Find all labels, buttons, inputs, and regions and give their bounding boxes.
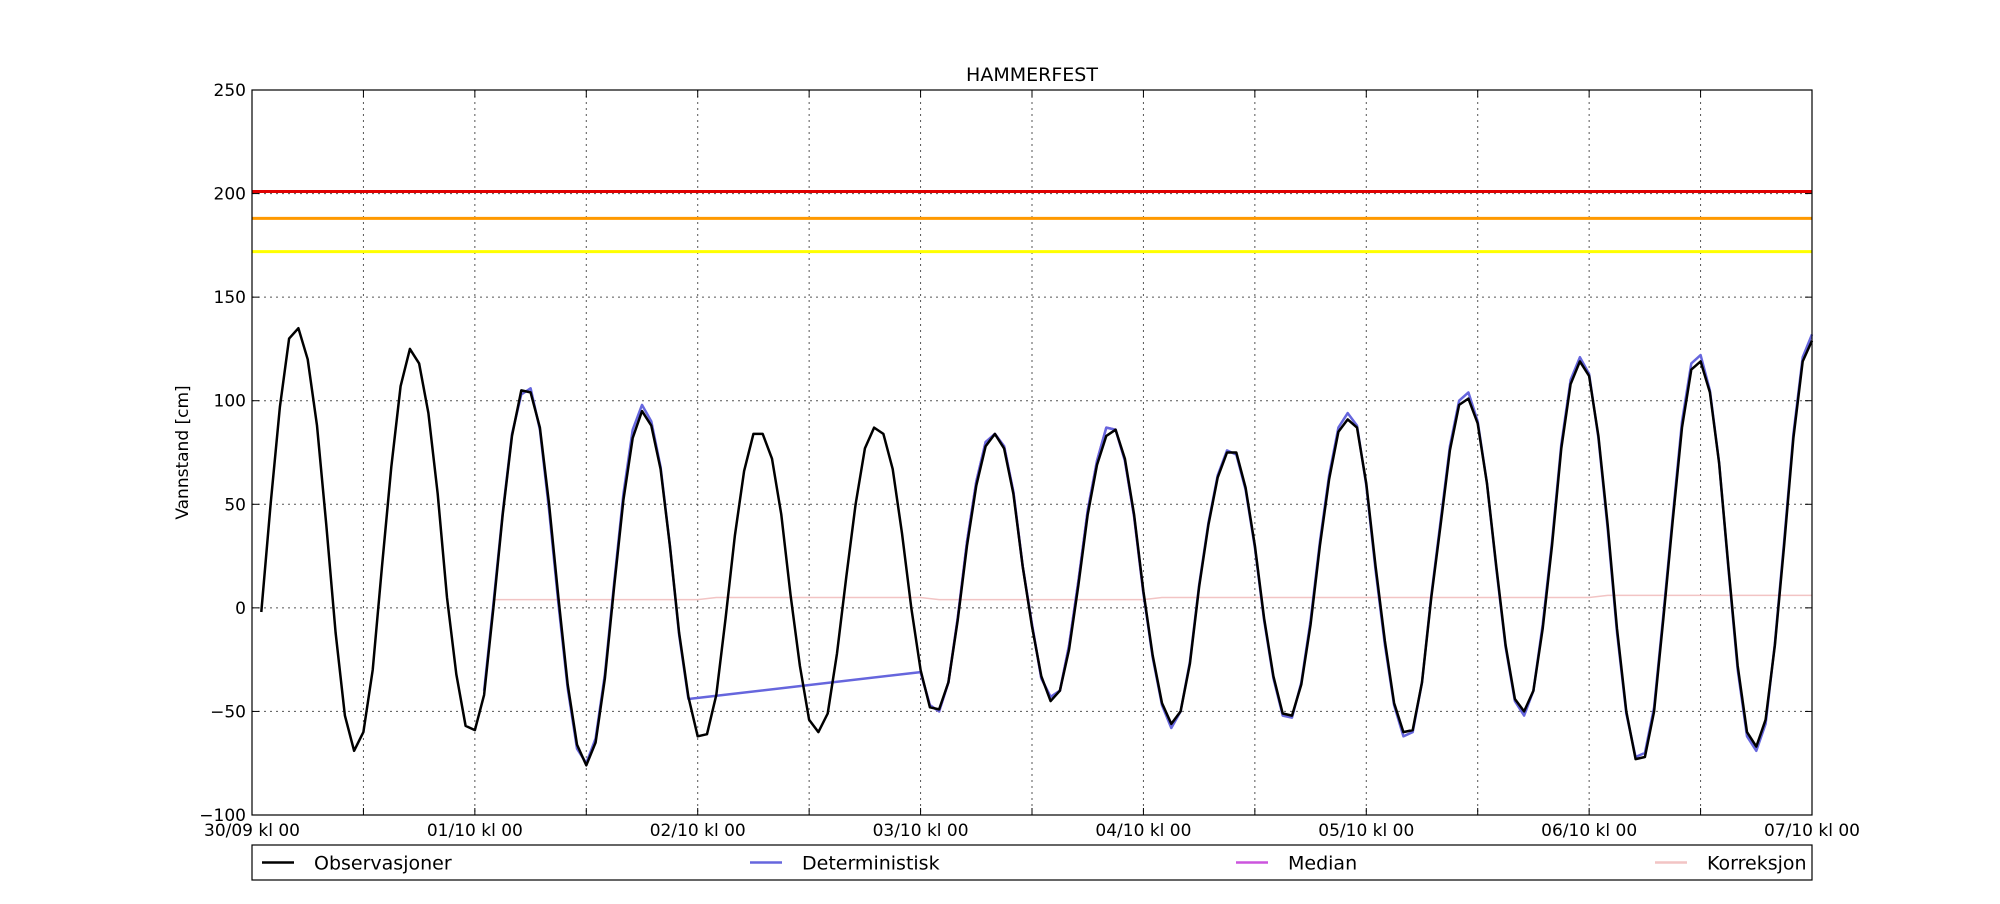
chart-title: HAMMERFEST xyxy=(966,64,1098,86)
x-tick-label: 05/10 kl 00 xyxy=(1318,821,1414,841)
y-tick-label: 150 xyxy=(214,288,246,308)
legend-label-median: Median xyxy=(1288,853,1357,875)
x-tick-label: 03/10 kl 00 xyxy=(873,821,969,841)
y-tick-label: 200 xyxy=(214,185,246,205)
series-line-median xyxy=(919,426,1145,713)
y-axis-label: Vannstand [cm] xyxy=(173,385,193,519)
x-tick-label: 30/09 kl 00 xyxy=(204,821,300,841)
legend-label-korreksjon: Korreksjon xyxy=(1707,853,1807,875)
series-line-deterministisk xyxy=(482,333,1814,765)
series-line-observasjoner xyxy=(260,326,1814,767)
series-lines xyxy=(260,326,1814,767)
legend-label-observasjoner: Observasjoner xyxy=(314,853,452,875)
y-tick-label: −50 xyxy=(210,702,246,722)
x-tick-label: 01/10 kl 00 xyxy=(427,821,523,841)
legend-label-deterministisk: Deterministisk xyxy=(802,853,940,875)
y-tick-label: 50 xyxy=(224,495,246,515)
y-tick-label: 100 xyxy=(214,392,246,412)
axis-ticks: −100 −50 0 50 100 150 200 250 30/09 kl 00 01/10 k… xyxy=(199,81,1860,841)
x-tick-label: 07/10 kl 00 xyxy=(1764,821,1860,841)
y-tick-label: 250 xyxy=(214,81,246,101)
legend-box xyxy=(251,844,1813,881)
x-tick-label: 04/10 kl 00 xyxy=(1095,821,1191,841)
legend: Observasjoner Deterministisk Median Korr… xyxy=(251,844,1813,881)
x-tick-label: 02/10 kl 00 xyxy=(650,821,746,841)
series-line-korreksjon xyxy=(493,594,1812,601)
threshold-lines xyxy=(252,190,1812,254)
y-tick-label: 0 xyxy=(235,599,246,619)
y-tick-label: −100 xyxy=(199,806,246,826)
x-tick-label: 06/10 kl 00 xyxy=(1541,821,1637,841)
grid xyxy=(252,90,1812,815)
